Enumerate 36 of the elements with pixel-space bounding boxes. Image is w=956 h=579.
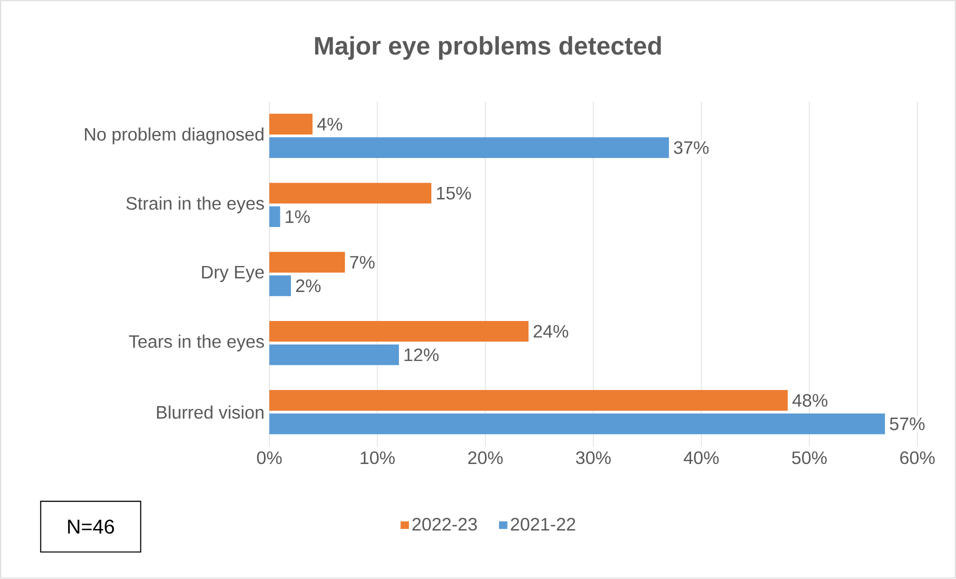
y-tick-label: Tears in the eyes — [128, 334, 264, 352]
bar — [269, 206, 280, 228]
data-label: 1% — [286, 210, 310, 224]
y-tick-label: Dry Eye — [202, 266, 264, 282]
x-tick-label: 0% — [257, 452, 282, 464]
x-tick-label: 10% — [360, 452, 395, 464]
bar — [269, 321, 529, 342]
data-label: 37% — [674, 141, 709, 154]
bar — [269, 183, 432, 204]
data-label: 2% — [296, 280, 321, 292]
x-tick-label: 40% — [684, 452, 719, 464]
y-tick-label: Blurred vision — [157, 406, 264, 419]
x-tick-label: 60% — [900, 452, 935, 464]
data-label: 15% — [436, 187, 471, 200]
x-tick-label: 30% — [576, 452, 611, 464]
y-tick-label: No problem diagnosed — [85, 128, 264, 144]
data-label: 7% — [350, 256, 375, 269]
bar — [269, 390, 788, 411]
y-tick-label: Strain in the eyes — [126, 196, 264, 214]
text: N=46 — [68, 520, 114, 534]
bar — [269, 137, 669, 158]
data-label: 12% — [404, 348, 439, 362]
legend-label: 2022-23 — [412, 518, 477, 531]
chart-title: Major eye problems detected — [315, 36, 661, 60]
data-label: 4% — [317, 118, 342, 131]
data-label: 57% — [890, 418, 925, 430]
bar — [269, 252, 345, 273]
legend-label: 2021-22 — [510, 518, 576, 531]
x-tick-label: 50% — [792, 452, 827, 464]
bar — [269, 344, 399, 366]
bar — [269, 276, 291, 296]
data-label: 48% — [792, 394, 828, 407]
x-tick-label: 20% — [468, 452, 503, 464]
bar — [269, 114, 313, 135]
data-label: 24% — [534, 325, 568, 338]
bar — [269, 414, 885, 434]
